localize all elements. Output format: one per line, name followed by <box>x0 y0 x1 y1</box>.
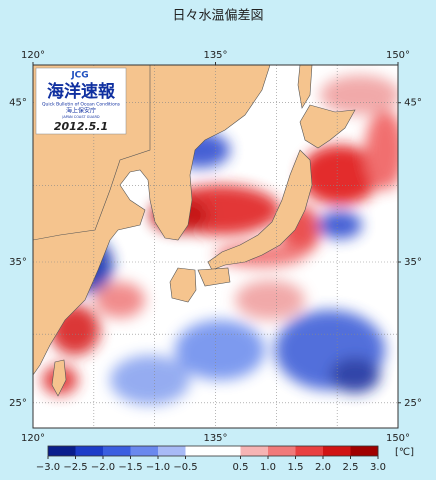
colorbar-tick-label: −0.5 <box>173 462 197 473</box>
colorbar-segment <box>295 446 324 456</box>
title: 日々水温偏差図 <box>172 9 263 24</box>
lat-label-right: 45° <box>404 98 422 109</box>
colorbar-segment <box>323 446 351 456</box>
colorbar-segment <box>75 446 104 456</box>
map-area <box>33 65 398 428</box>
colorbar-segment <box>48 446 76 456</box>
colorbar-frame <box>47 445 379 457</box>
colorbar-tick-label: 1.0 <box>260 462 276 473</box>
lat-label-right: 35° <box>404 257 422 268</box>
colorbar-tick-label: 1.5 <box>288 462 304 473</box>
lat-label-left: 45° <box>9 98 27 109</box>
logo-name: 海洋速報 <box>47 81 116 102</box>
lon-label-top: 135° <box>203 50 227 61</box>
colorbar-tick-label: 2.5 <box>343 462 359 473</box>
lon-label-bottom: 135° <box>203 433 227 444</box>
colorbar-tick-label: −1.0 <box>146 462 170 473</box>
colorbar-tick-label: 2.0 <box>315 462 331 473</box>
lat-label-left: 35° <box>9 257 27 268</box>
lon-label-bottom: 150° <box>386 433 410 444</box>
colorbar-tick-label: 0.5 <box>233 462 249 473</box>
colorbar-segment <box>103 446 131 456</box>
colorbar-segment <box>158 446 186 456</box>
logo-org: JCG <box>70 71 88 81</box>
logo: JCG 海洋速報 Quick Bulletin of Ocean Conditi… <box>35 67 127 135</box>
lon-label-top: 150° <box>386 50 410 61</box>
colorbar-segment <box>240 446 269 456</box>
colorbar-tick-label: −2.0 <box>91 462 115 473</box>
logo-agency: 海上保安庁 <box>66 107 96 115</box>
logo-date: 2012.5.1 <box>54 120 108 133</box>
colorbar-segment <box>268 446 296 456</box>
logo-agency-en: JAPAN COAST GUARD <box>61 115 99 119</box>
lon-label-top: 120° <box>21 50 45 61</box>
lat-label-left: 25° <box>9 398 27 409</box>
lon-label-bottom: 120° <box>21 433 45 444</box>
colorbar-segment <box>350 446 379 456</box>
colorbar-unit: [℃] <box>395 447 414 458</box>
colorbar-segment <box>213 446 241 456</box>
colorbar-tick-label: 3.0 <box>370 462 386 473</box>
colorbar-segment <box>130 446 159 456</box>
colorbar-tick-label: −2.5 <box>63 462 87 473</box>
colorbar-segment <box>185 446 214 456</box>
colorbar-tick-label: −3.0 <box>36 462 60 473</box>
logo-subtitle: Quick Bulletin of Ocean Conditions <box>42 102 121 108</box>
colorbar-tick-label: −1.5 <box>118 462 142 473</box>
lat-label-right: 25° <box>404 398 422 409</box>
logo-box <box>35 67 127 135</box>
